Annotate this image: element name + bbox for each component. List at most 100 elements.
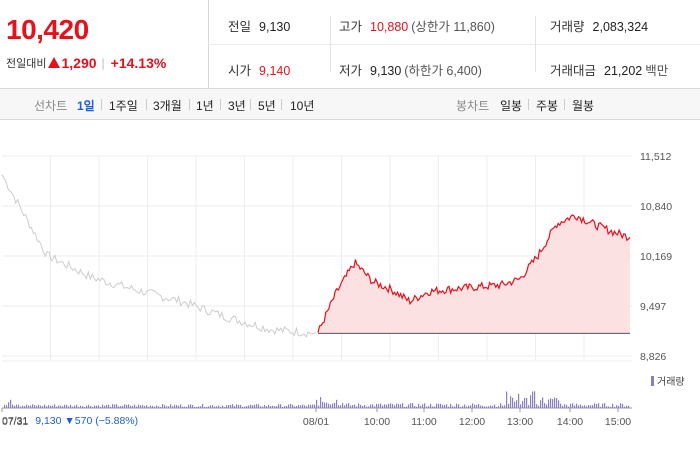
volume-bar (254, 404, 256, 408)
tab-10y[interactable]: 10년 (290, 99, 315, 113)
volume-bar (450, 404, 452, 408)
volume-bar (512, 397, 514, 408)
volume-bar (334, 402, 336, 408)
volume-bar (302, 404, 304, 408)
volume-bar (82, 406, 84, 408)
volume-bar (360, 404, 362, 408)
volume-bar (180, 404, 182, 408)
volume-bar (128, 404, 130, 408)
tab-3m[interactable]: 3개월 (153, 99, 182, 113)
volume-bar (86, 405, 88, 408)
volume-bar (120, 406, 122, 408)
volume-bar (274, 406, 276, 408)
volume-bar (560, 403, 562, 408)
volume-bar (616, 405, 618, 408)
stat-label: 저가 (339, 64, 363, 78)
tab-5y[interactable]: 5년 (258, 99, 276, 113)
volume-bar (200, 406, 202, 408)
volume-bar (590, 405, 592, 408)
volume-bar (380, 403, 382, 408)
tab-1y[interactable]: 1년 (196, 99, 214, 113)
volume-bar (284, 406, 286, 408)
volume-bar (542, 397, 544, 408)
volume-bar (436, 403, 438, 408)
volume-bar (104, 405, 106, 408)
volume-bar (4, 404, 6, 408)
volume-bar (456, 403, 458, 408)
volume-bar (348, 403, 350, 408)
volume-bar (142, 405, 144, 408)
volume-bar (160, 406, 162, 408)
volume-bar (72, 406, 74, 408)
volume-bar (42, 406, 44, 408)
volume-bar (30, 405, 32, 408)
stat-high: 고가 10,880 (상한가 11,860) (339, 16, 495, 35)
volume-bar (338, 405, 340, 408)
volume-bar (226, 405, 228, 408)
volume-bar (538, 405, 540, 408)
volume-bar (378, 404, 380, 408)
tab-weekly[interactable]: 주봉 (536, 99, 559, 113)
stat-label: 고가 (339, 20, 363, 34)
volume-bar (98, 405, 100, 408)
stat-label: 거래대금 (550, 64, 597, 78)
volume-bar (470, 405, 472, 408)
volume-bar (210, 405, 212, 408)
volume-bar (370, 404, 372, 408)
volume-bar (550, 398, 552, 408)
volume-bar (260, 406, 262, 408)
volume-bar (250, 404, 252, 408)
volume-bar (106, 404, 108, 408)
volume-bar (88, 404, 90, 408)
volume-bar (526, 398, 528, 408)
tab-3y[interactable]: 3년 (228, 99, 246, 113)
volume-bar (622, 403, 624, 408)
volume-bar (132, 405, 134, 408)
x-tick-label: 15:00 (605, 416, 631, 428)
tab-1w[interactable]: 1주일 (109, 99, 138, 113)
volume-bar (340, 405, 342, 408)
tab-1d[interactable]: 1일 (77, 99, 95, 113)
volume-bar (22, 405, 24, 408)
volume-bar (420, 405, 422, 408)
volume-bar (298, 404, 300, 408)
volume-bar (252, 405, 254, 408)
volume-bar (288, 404, 290, 408)
volume-bar (390, 403, 392, 408)
price-chart[interactable]: 11,512 10,840 10,169 9,497 8,826 07/31 08/01 10… (0, 120, 700, 450)
volume-bar (402, 403, 404, 408)
candle-chart-label: 봉차트 (456, 99, 490, 113)
change-rate: +14.13% (110, 55, 167, 71)
volume-bar (384, 404, 386, 408)
volume-bar (32, 404, 34, 408)
volume-bar (158, 406, 160, 408)
volume-bar (134, 404, 136, 408)
volume-bar (28, 405, 30, 408)
volume-bar (46, 406, 48, 408)
volume-bar (460, 406, 462, 408)
volume-bar (468, 405, 470, 408)
volume-bar (522, 400, 524, 408)
divider (535, 16, 536, 72)
volume-bar (170, 404, 172, 408)
x-tick-label: 14:00 (557, 416, 583, 428)
tab-daily[interactable]: 일봉 (500, 99, 523, 113)
volume-bar (264, 404, 266, 408)
volume-bar (572, 403, 574, 408)
volume-bar (596, 404, 598, 408)
price-panel: 10,420 전일대비 1,290 | +14.13% (0, 0, 209, 88)
y-tick-label: 8,826 (640, 351, 666, 363)
divider (189, 99, 190, 110)
volume-bar (500, 403, 502, 408)
volume-bar (102, 404, 104, 408)
volume-bar (602, 403, 604, 408)
volume-bar (548, 399, 550, 408)
volume-bar (224, 406, 226, 408)
volume-bar (628, 405, 630, 408)
volume-bar (74, 405, 76, 408)
stat-sub: (하한가 6,400) (404, 64, 482, 78)
tab-monthly[interactable]: 월봉 (572, 99, 595, 113)
volume-bar (218, 405, 220, 408)
volume-bar (44, 404, 46, 408)
volume-bar (318, 405, 320, 408)
